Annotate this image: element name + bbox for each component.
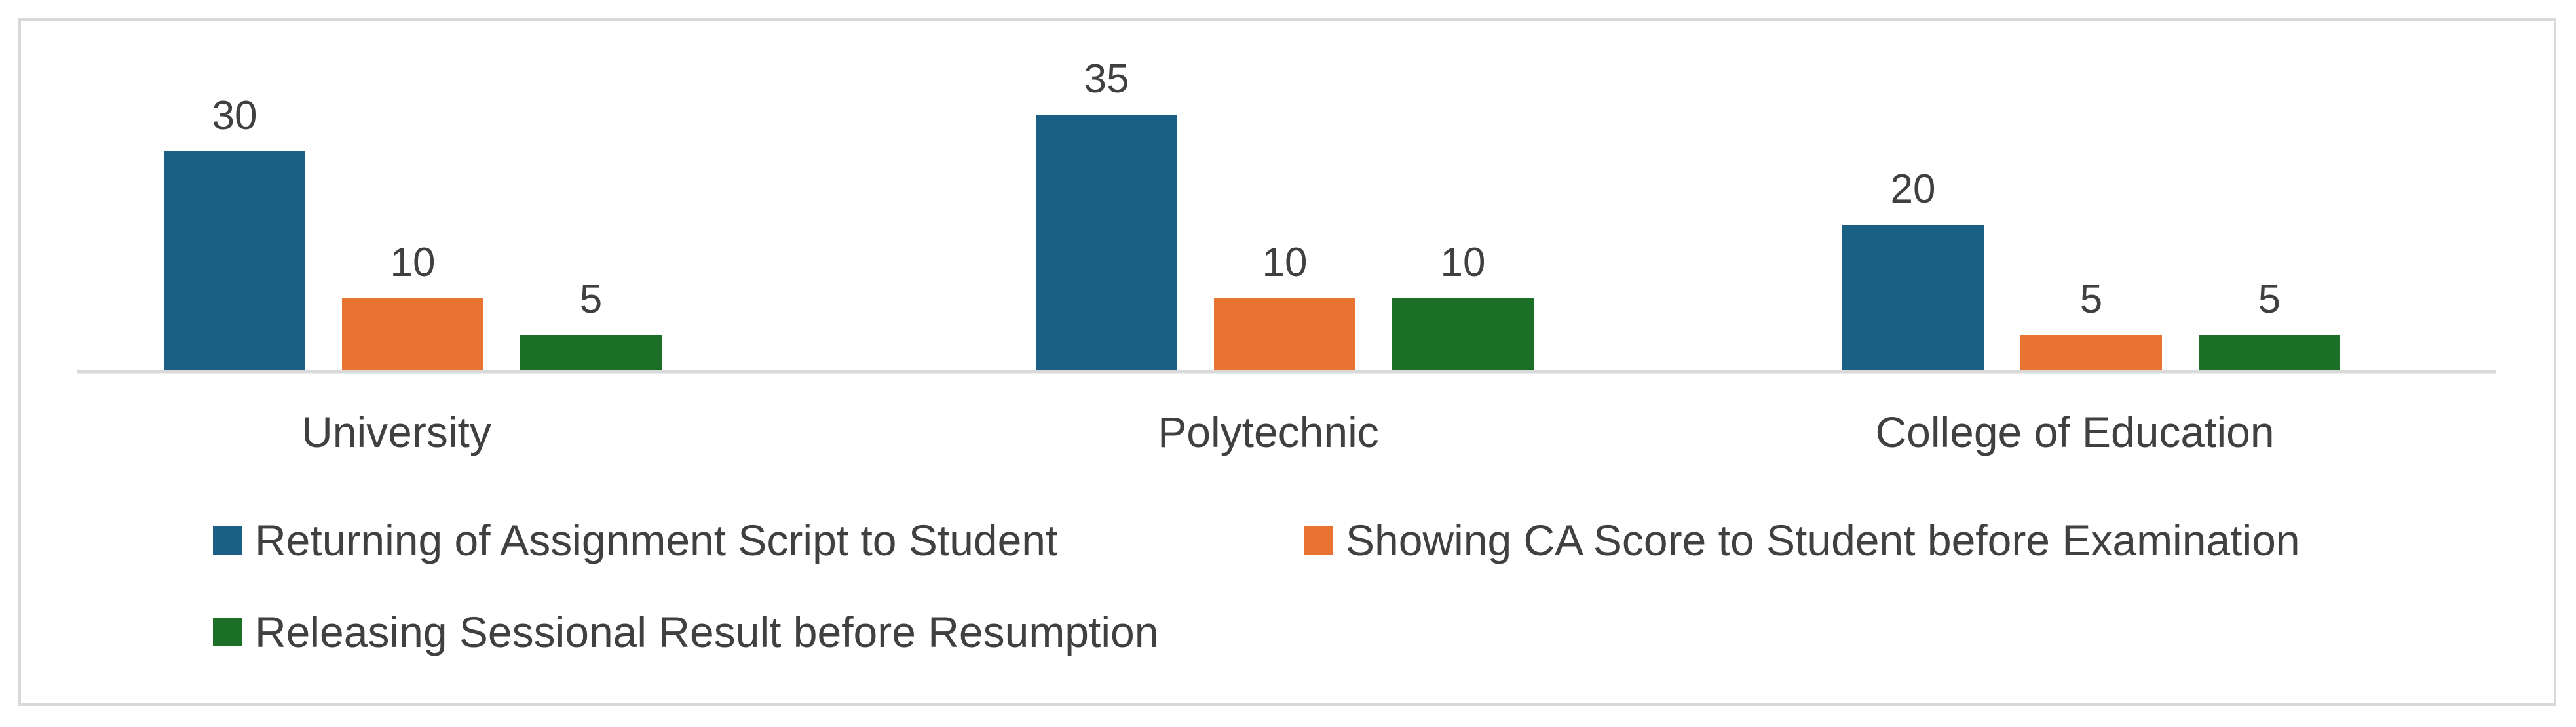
bar-1-2 [1392, 298, 1534, 372]
data-label-1-0: 35 [1084, 56, 1129, 102]
data-label-2-2: 5 [2258, 277, 2281, 322]
bar-2-1 [2020, 335, 2162, 372]
data-label-0-2: 5 [580, 277, 602, 322]
data-label-0-1: 10 [390, 240, 436, 285]
bar-0-0 [164, 151, 305, 372]
bar-2-0 [1842, 225, 1984, 372]
category-label-2: College of Education [1875, 408, 2274, 456]
bar-0-1 [342, 298, 483, 372]
category-label-1: Polytechnic [1158, 408, 1379, 456]
bar-0-2 [520, 335, 662, 372]
category-label-0: University [301, 408, 491, 456]
bar-1-0 [1036, 115, 1177, 372]
data-label-1-2: 10 [1441, 240, 1486, 285]
bar-2-2 [2199, 335, 2340, 372]
data-label-2-1: 5 [2080, 277, 2102, 322]
data-label-1-1: 10 [1262, 240, 1308, 285]
bar-1-1 [1214, 298, 1355, 372]
data-label-2-0: 20 [1891, 167, 1936, 212]
data-label-0-0: 30 [212, 93, 257, 138]
